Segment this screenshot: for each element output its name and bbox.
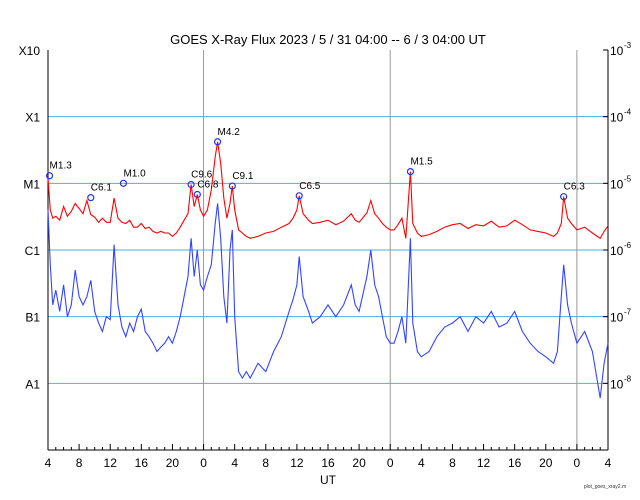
flare-marker: [87, 194, 95, 202]
x-tick-label: 20: [166, 456, 180, 470]
x-tick-label: 12: [290, 456, 304, 470]
flare-marker: [119, 179, 128, 187]
y-right-label-exponent: -8: [624, 374, 632, 383]
x-tick-label: 20: [539, 456, 553, 470]
footer-credit: plot_goes_xray2.m: [584, 484, 626, 490]
flare-label: C6.5: [299, 181, 321, 192]
y-right-label-exponent: -3: [624, 41, 632, 50]
flare-marker: [45, 172, 54, 180]
y-left-label: B1: [25, 311, 40, 325]
y-left-label: C1: [25, 244, 41, 258]
x-tick-label: 12: [104, 456, 118, 470]
x-tick-label: 0: [387, 456, 394, 470]
y-left-label: A1: [25, 377, 40, 391]
plot-area: 4 8 12 16 20 0 4 8 12 16 20 0 4 8 12 16 20 0 4 A1 B1 C1 M1 X1 X1…: [19, 41, 632, 470]
y-right-label-base: 10: [610, 177, 624, 191]
x-tick-label: 8: [262, 456, 269, 470]
x-tick-label: 0: [200, 456, 207, 470]
flare-marker: [213, 138, 222, 146]
x-tick-label: 16: [508, 456, 522, 470]
x-tick-label: 16: [321, 456, 335, 470]
flare-label: C6.8: [197, 179, 219, 190]
flare-label: M4.2: [218, 127, 241, 138]
y-right-label-base: 10: [610, 311, 624, 325]
x-tick-label: 4: [45, 456, 52, 470]
x-tick-label: 20: [352, 456, 366, 470]
flare-marker: [406, 167, 415, 176]
flare-marker: [560, 193, 568, 201]
x-tick-label: 4: [605, 456, 612, 470]
x-tick-label: 8: [76, 456, 83, 470]
flare-label: C9.1: [232, 171, 254, 182]
y-right-label-base: 10: [610, 377, 624, 391]
flare-label: C6.1: [91, 183, 113, 194]
y-left-label: X10: [19, 44, 41, 58]
x-tick-label: 8: [449, 456, 456, 470]
y-right-label-exponent: -6: [624, 241, 632, 250]
x-axis-label: UT: [320, 473, 337, 487]
x-tick-label: 4: [231, 456, 238, 470]
flare-label: M1.5: [410, 157, 433, 168]
chart-title: GOES X-Ray Flux 2023 / 5 / 31 04:00 -- 6…: [170, 32, 486, 47]
x-tick-label: 4: [418, 456, 425, 470]
y-right-label-exponent: -4: [624, 108, 632, 117]
y-left-label: X1: [25, 111, 40, 125]
y-right-label-exponent: -5: [624, 174, 632, 183]
y-right-label-base: 10: [610, 111, 624, 125]
flare-marker: [295, 192, 303, 200]
flare-label: M1.3: [50, 161, 73, 172]
flare-label: M1.0: [123, 168, 146, 179]
flare-marker: [193, 190, 201, 199]
series-line-short: [47, 203, 609, 399]
x-tick-label: 12: [477, 456, 491, 470]
y-left-label: M1: [23, 177, 40, 191]
y-right-label-base: 10: [610, 244, 624, 258]
flare-marker: [228, 182, 236, 190]
x-tick-label: 0: [574, 456, 581, 470]
series-line-long: [47, 141, 609, 240]
y-right-label-exponent: -7: [624, 308, 632, 317]
flare-label: C9.6: [191, 170, 213, 181]
flare-label: C6.3: [564, 182, 586, 193]
y-right-label-base: 10: [610, 44, 624, 58]
x-tick-label: 16: [135, 456, 149, 470]
flare-marker: [187, 180, 195, 189]
